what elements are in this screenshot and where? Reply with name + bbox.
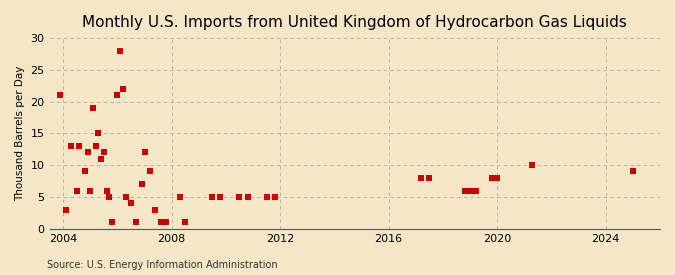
Point <box>66 144 77 148</box>
Point <box>131 220 142 224</box>
Point <box>424 176 435 180</box>
Point <box>126 201 136 205</box>
Point <box>72 188 82 193</box>
Point <box>107 220 117 224</box>
Point <box>269 195 280 199</box>
Point <box>93 131 104 136</box>
Title: Monthly U.S. Imports from United Kingdom of Hydrocarbon Gas Liquids: Monthly U.S. Imports from United Kingdom… <box>82 15 627 30</box>
Point <box>117 87 128 91</box>
Point <box>161 220 171 224</box>
Point <box>470 188 481 193</box>
Point <box>234 195 245 199</box>
Point <box>115 49 126 53</box>
Point <box>180 220 190 224</box>
Point <box>112 93 123 97</box>
Point <box>61 207 72 212</box>
Point <box>155 220 166 224</box>
Point <box>150 207 161 212</box>
Point <box>207 195 218 199</box>
Point <box>88 106 99 110</box>
Point <box>628 169 639 174</box>
Point <box>96 156 107 161</box>
Point <box>55 93 65 97</box>
Point <box>74 144 85 148</box>
Point <box>120 195 131 199</box>
Point <box>527 163 538 167</box>
Point <box>174 195 185 199</box>
Point <box>82 150 93 155</box>
Point <box>215 195 226 199</box>
Point <box>139 150 150 155</box>
Point <box>464 188 475 193</box>
Point <box>144 169 155 174</box>
Point <box>261 195 272 199</box>
Point <box>416 176 427 180</box>
Y-axis label: Thousand Barrels per Day: Thousand Barrels per Day <box>15 66 25 201</box>
Point <box>487 176 497 180</box>
Point <box>242 195 253 199</box>
Point <box>136 182 147 186</box>
Point <box>104 195 115 199</box>
Point <box>492 176 503 180</box>
Text: Source: U.S. Energy Information Administration: Source: U.S. Energy Information Administ… <box>47 260 278 270</box>
Point <box>459 188 470 193</box>
Point <box>85 188 96 193</box>
Point <box>80 169 90 174</box>
Point <box>90 144 101 148</box>
Point <box>99 150 109 155</box>
Point <box>101 188 112 193</box>
